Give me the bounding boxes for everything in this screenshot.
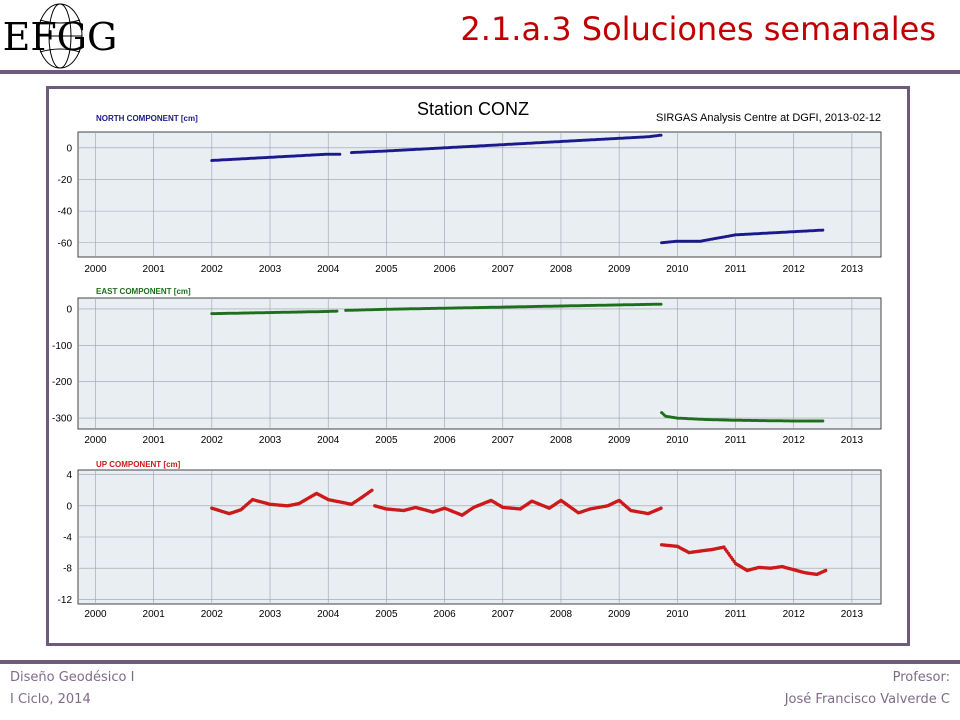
data-point bbox=[370, 488, 374, 492]
x-tick-label: 2005 bbox=[375, 264, 398, 275]
series-segment-2 bbox=[350, 133, 663, 155]
x-tick-label: 2010 bbox=[666, 264, 689, 275]
panel-label: NORTH COMPONENT [cm] bbox=[96, 114, 198, 123]
data-point bbox=[821, 419, 825, 423]
data-point bbox=[338, 152, 342, 156]
y-tick-label: -12 bbox=[58, 595, 73, 606]
x-tick-label: 2003 bbox=[259, 609, 282, 620]
y-tick-label: -40 bbox=[58, 207, 73, 218]
data-point bbox=[824, 568, 828, 573]
y-tick-label: -200 bbox=[52, 377, 72, 388]
panel-label: EAST COMPONENT [cm] bbox=[96, 287, 191, 296]
panel-label: UP COMPONENT [cm] bbox=[96, 460, 181, 469]
x-tick-label: 2003 bbox=[259, 435, 282, 446]
panel-2: EAST COMPONENT [cm] 2000 2001 2002 2003 2004 2… bbox=[52, 287, 882, 446]
x-tick-label: 2000 bbox=[84, 609, 107, 620]
professor-name: José Francisco Valverde C bbox=[784, 692, 950, 707]
data-point bbox=[659, 133, 663, 137]
series-segment-1 bbox=[210, 488, 374, 516]
x-tick-label: 2007 bbox=[492, 435, 515, 446]
x-tick-label: 2004 bbox=[317, 264, 340, 275]
x-tick-label: 2010 bbox=[666, 435, 689, 446]
chart-title: Station CONZ bbox=[417, 99, 529, 119]
y-tick-label: -8 bbox=[63, 564, 72, 575]
course-term: I Ciclo, 2014 bbox=[10, 692, 91, 707]
x-tick-label: 2001 bbox=[143, 264, 166, 275]
x-tick-label: 2005 bbox=[375, 435, 398, 446]
x-tick-label: 2012 bbox=[783, 264, 806, 275]
globe-parallel bbox=[39, 19, 81, 53]
plot-area bbox=[77, 131, 882, 258]
x-tick-label: 2009 bbox=[608, 264, 631, 275]
series-segment-2 bbox=[373, 498, 663, 517]
chart-panels: NORTH COMPONENT [cm] 2000 2001 2002 2003 2004… bbox=[52, 114, 882, 620]
x-tick-label: 2009 bbox=[608, 435, 631, 446]
slide-title: 2.1.a.3 Soluciones semanales bbox=[460, 10, 936, 48]
y-tick-label: -20 bbox=[58, 175, 73, 186]
x-tick-label: 2002 bbox=[201, 264, 224, 275]
series-segment-1 bbox=[210, 152, 342, 162]
x-tick-label: 2011 bbox=[725, 435, 747, 446]
x-tick-label: 2008 bbox=[550, 609, 573, 620]
professor-label: Profesor: bbox=[892, 670, 950, 685]
efgg-logo: EFGG bbox=[3, 3, 118, 69]
y-tick-label: -4 bbox=[63, 533, 72, 544]
x-tick-label: 2007 bbox=[492, 264, 515, 275]
plot-area bbox=[77, 297, 882, 430]
data-point bbox=[659, 302, 663, 306]
x-tick-label: 2000 bbox=[84, 264, 107, 275]
y-tick-label: 0 bbox=[66, 501, 72, 512]
x-tick-label: 2009 bbox=[608, 609, 631, 620]
header-divider bbox=[0, 70, 960, 74]
logo-text: EFGG bbox=[3, 15, 118, 59]
x-tick-label: 2001 bbox=[143, 609, 166, 620]
series-segment-2 bbox=[344, 302, 663, 312]
series-segment-3 bbox=[659, 543, 828, 577]
data-point bbox=[821, 228, 825, 232]
x-tick-label: 2004 bbox=[317, 435, 340, 446]
x-tick-label: 2004 bbox=[317, 609, 340, 620]
x-tick-label: 2011 bbox=[725, 609, 747, 620]
x-tick-label: 2013 bbox=[841, 264, 864, 275]
footer-divider bbox=[0, 660, 960, 664]
x-tick-label: 2002 bbox=[201, 609, 224, 620]
chart-subtitle: SIRGAS Analysis Centre at DGFI, 2013-02-… bbox=[656, 112, 881, 124]
x-tick-label: 2005 bbox=[375, 609, 398, 620]
x-tick-label: 2006 bbox=[433, 435, 456, 446]
y-tick-label: 0 bbox=[66, 304, 72, 315]
y-tick-label: -60 bbox=[58, 238, 73, 249]
y-tick-label: 0 bbox=[66, 143, 72, 154]
x-tick-label: 2011 bbox=[725, 264, 747, 275]
x-tick-label: 2013 bbox=[841, 435, 864, 446]
x-tick-label: 2001 bbox=[143, 435, 166, 446]
x-tick-label: 2000 bbox=[84, 435, 107, 446]
x-tick-label: 2007 bbox=[492, 609, 515, 620]
x-tick-label: 2006 bbox=[433, 609, 456, 620]
y-tick-label: -100 bbox=[52, 341, 72, 352]
x-tick-label: 2002 bbox=[201, 435, 224, 446]
x-tick-label: 2003 bbox=[259, 264, 282, 275]
x-tick-label: 2010 bbox=[666, 609, 689, 620]
data-point bbox=[659, 506, 663, 510]
x-tick-label: 2012 bbox=[783, 435, 806, 446]
x-tick-label: 2008 bbox=[550, 435, 573, 446]
y-tick-label: -300 bbox=[52, 414, 72, 425]
series-segment-1 bbox=[210, 309, 339, 316]
series-segment-3 bbox=[660, 411, 825, 423]
course-name: Diseño Geodésico I bbox=[10, 670, 135, 685]
series-segment-3 bbox=[660, 228, 825, 245]
y-tick-label: 4 bbox=[66, 470, 72, 481]
station-chart: Station CONZ SIRGAS Analysis Centre at D… bbox=[52, 99, 882, 620]
panel-1: NORTH COMPONENT [cm] 2000 2001 2002 2003 2004… bbox=[58, 114, 882, 275]
x-tick-label: 2013 bbox=[841, 609, 864, 620]
x-tick-label: 2006 bbox=[433, 264, 456, 275]
x-tick-label: 2008 bbox=[550, 264, 573, 275]
data-point bbox=[335, 309, 339, 313]
panel-3: UP COMPONENT [cm] 2000 2001 2002 2003 2004 200… bbox=[58, 460, 882, 620]
x-tick-label: 2012 bbox=[783, 609, 806, 620]
